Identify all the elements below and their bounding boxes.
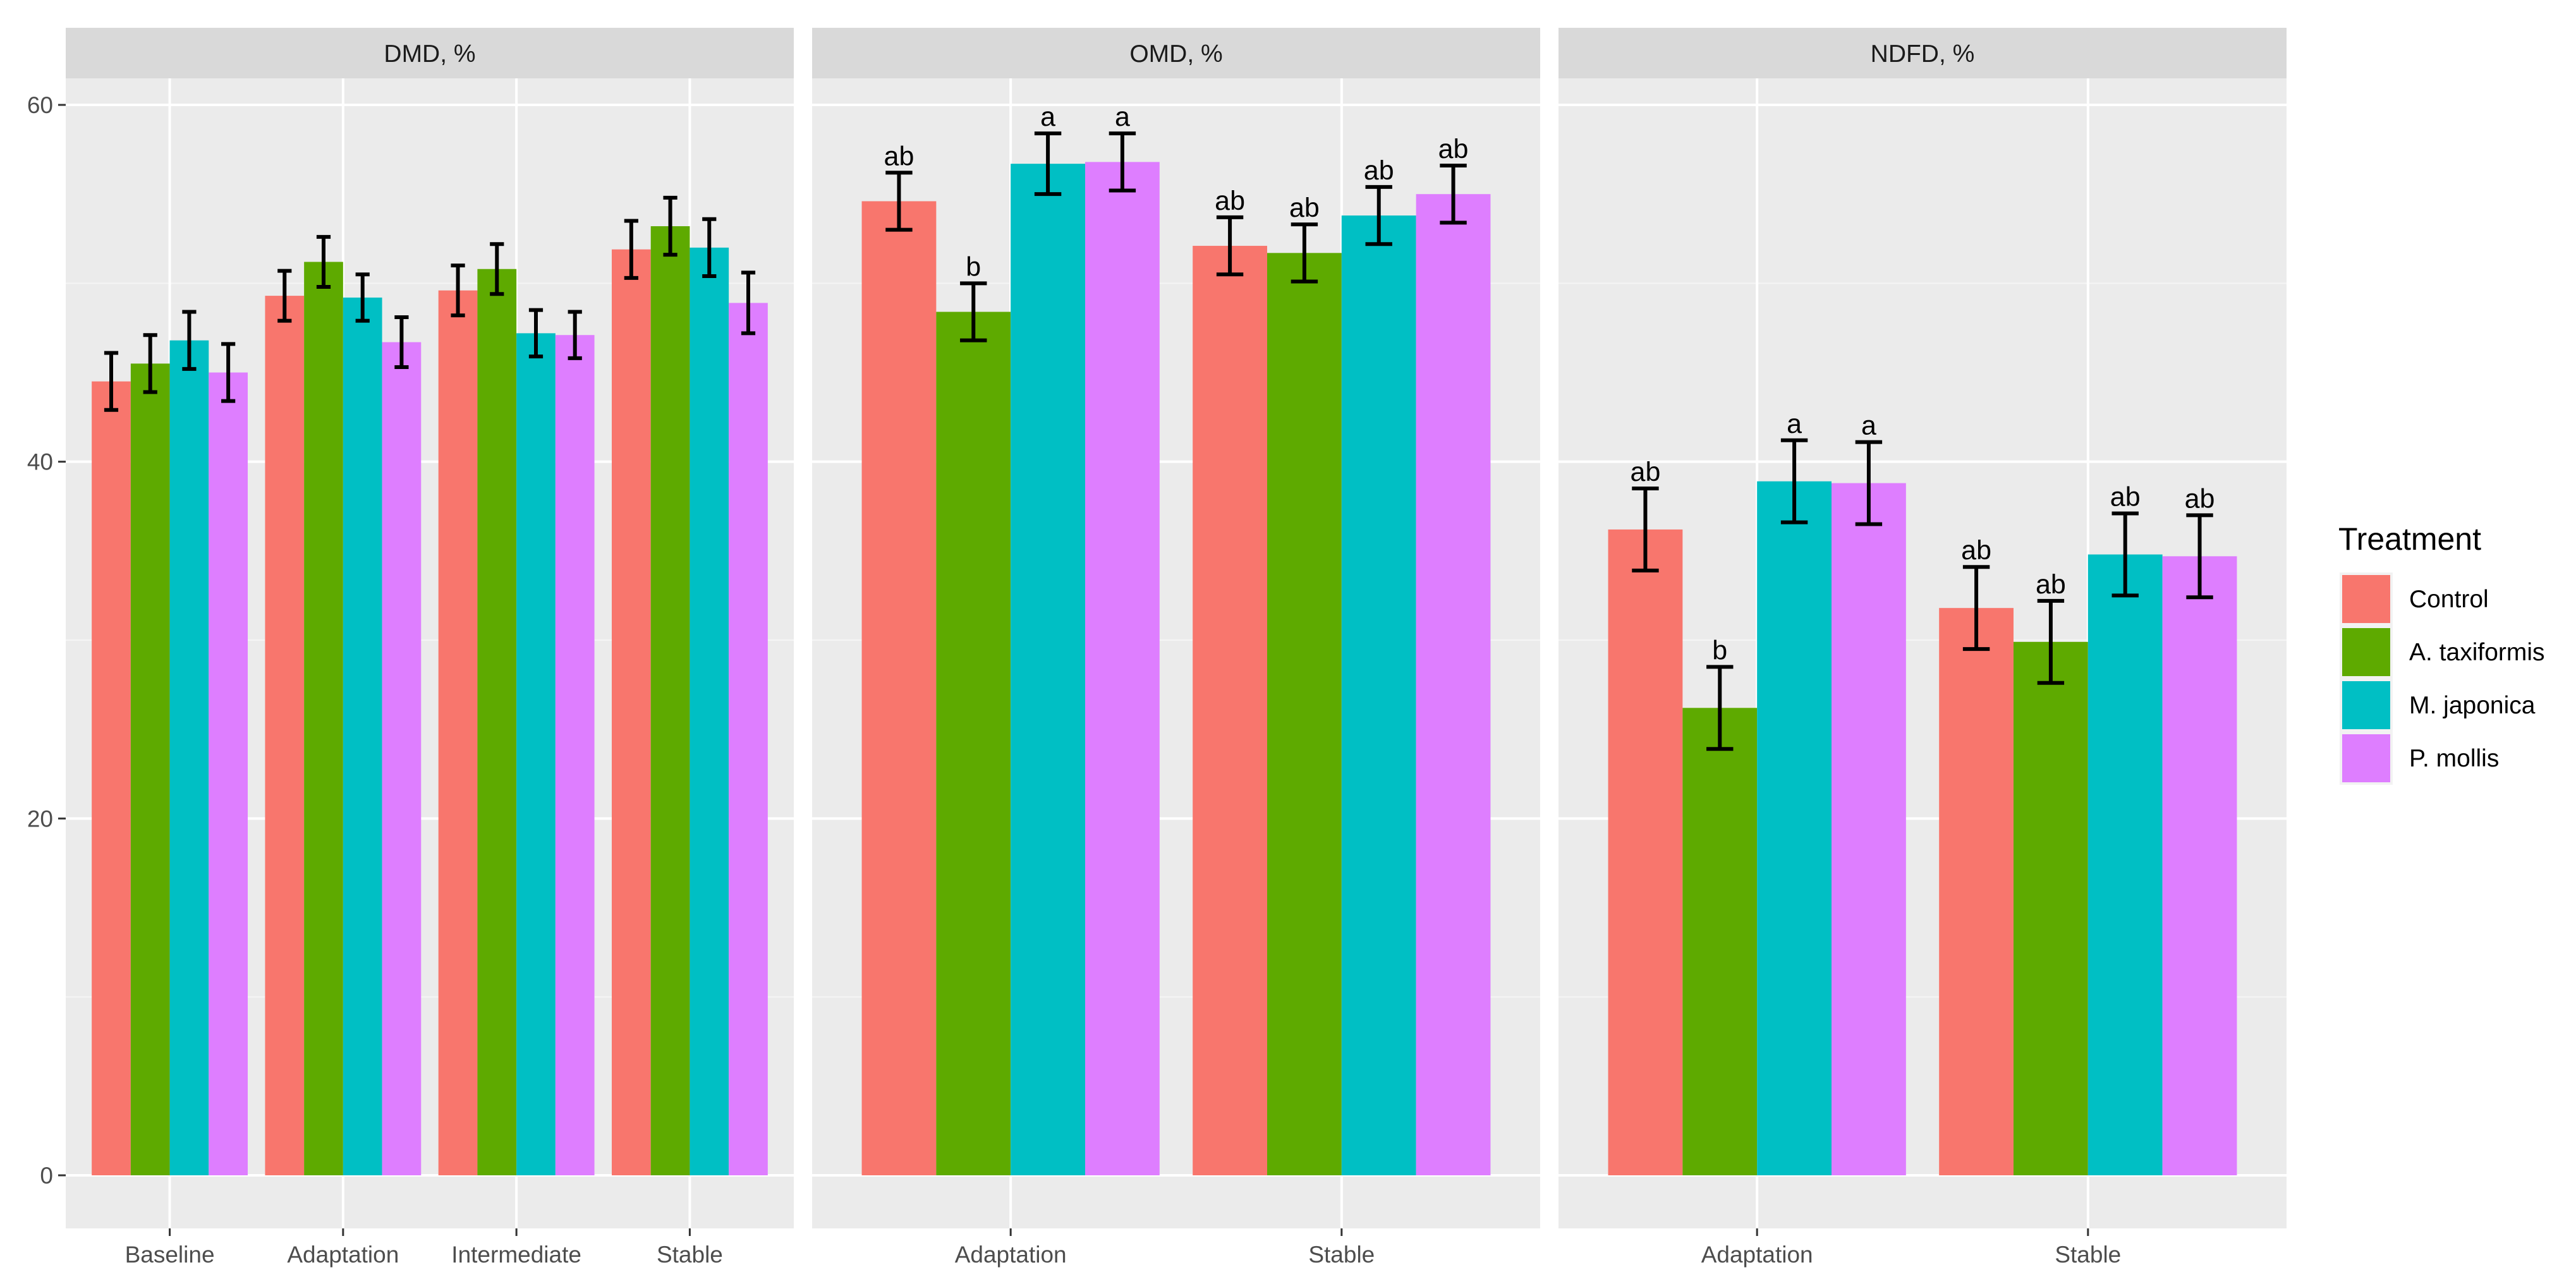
y-tick-label: 60 (27, 92, 53, 118)
y-tick-label: 0 (40, 1163, 53, 1189)
significance-label: ab (1961, 535, 1991, 566)
x-tick-label: Stable (1308, 1242, 1375, 1268)
bar (169, 340, 209, 1176)
significance-label: ab (2110, 482, 2141, 512)
legend-label: A. taxiformis (2409, 639, 2545, 666)
significance-label: b (1712, 635, 1727, 665)
x-tick-label: Stable (2055, 1242, 2121, 1268)
bar (1267, 253, 1342, 1175)
significance-label: ab (2185, 483, 2215, 514)
legend-swatch (2342, 681, 2390, 729)
bar (2087, 554, 2163, 1175)
bar (516, 333, 556, 1175)
legend-swatch (2342, 734, 2390, 782)
bar (1416, 194, 1491, 1176)
significance-label: ab (884, 141, 914, 171)
legend-swatch (2342, 628, 2390, 676)
bar (861, 201, 937, 1176)
y-tick-label: 40 (27, 449, 53, 475)
bar (1682, 708, 1758, 1175)
y-tick-label: 20 (27, 806, 53, 832)
x-tick-label: Adaptation (955, 1242, 1067, 1268)
bar (690, 247, 729, 1175)
bar (555, 335, 595, 1176)
bar (477, 269, 517, 1175)
significance-label: ab (2036, 569, 2066, 600)
significance-label: ab (1438, 134, 1469, 164)
bar (936, 312, 1011, 1176)
bar (304, 262, 343, 1175)
significance-label: ab (1631, 457, 1661, 487)
facet-title: NDFD, % (1871, 40, 1975, 68)
bar (612, 249, 651, 1176)
x-tick-label: Baseline (125, 1242, 215, 1268)
legend-label: P. mollis (2409, 745, 2499, 772)
x-tick-label: Adaptation (1701, 1242, 1813, 1268)
facet-title: DMD, % (384, 40, 475, 68)
bar (130, 363, 170, 1176)
facet-title: OMD, % (1129, 40, 1222, 68)
significance-label: a (1040, 102, 1055, 132)
significance-label: b (966, 251, 981, 282)
legend-title: Treatment (2338, 521, 2481, 557)
x-tick-label: Intermediate (451, 1242, 581, 1268)
bar (438, 290, 478, 1175)
bar (1832, 483, 1906, 1176)
bar (382, 342, 422, 1175)
facet-strip (66, 28, 794, 78)
significance-label: a (1115, 102, 1130, 132)
bar (729, 303, 768, 1175)
bar (2014, 641, 2088, 1175)
legend-swatch (2342, 575, 2390, 623)
bar (265, 296, 305, 1175)
x-tick-label: Adaptation (287, 1242, 399, 1268)
facet-strip (1558, 28, 2287, 78)
bar (92, 381, 131, 1175)
bar (2162, 556, 2237, 1175)
significance-label: ab (1289, 193, 1320, 223)
bar (1011, 164, 1085, 1175)
bar (343, 297, 382, 1175)
bar (1085, 162, 1160, 1175)
significance-label: a (1787, 409, 1802, 439)
legend-label: Control (2409, 586, 2489, 613)
facet-strip (812, 28, 1540, 78)
bar (650, 226, 690, 1175)
bar (1341, 215, 1416, 1176)
significance-label: ab (1215, 186, 1245, 216)
bar (1939, 608, 2014, 1175)
legend-label: M. japonica (2409, 692, 2536, 719)
bar (1193, 246, 1267, 1175)
significance-label: ab (1364, 155, 1394, 186)
significance-label: a (1861, 411, 1876, 441)
x-tick-label: Stable (657, 1242, 723, 1268)
bar (1608, 529, 1683, 1175)
bar (1757, 481, 1832, 1175)
bar (209, 372, 248, 1175)
